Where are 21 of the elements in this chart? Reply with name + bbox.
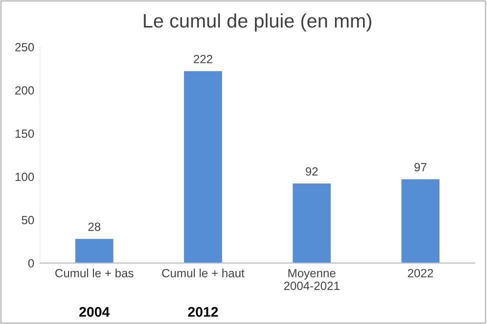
- y-tick-label: 50: [22, 216, 34, 224]
- x-tick-label: Cumul le + bas: [55, 268, 134, 278]
- bar: [184, 71, 222, 264]
- data-label: 222: [194, 54, 212, 64]
- chart-title: Le cumul de pluie (en mm): [144, 13, 372, 32]
- bar: [401, 179, 440, 264]
- y-tick-label: 250: [15, 43, 34, 52]
- text: 2012: [188, 306, 218, 317]
- x-tick-label: Moyenne 2004-2021: [284, 269, 340, 290]
- text: 2004: [79, 306, 110, 317]
- bar: [292, 184, 331, 264]
- data-label: 97: [414, 162, 426, 172]
- y-tick-label: 100: [16, 172, 34, 182]
- x-tick-label: 2022: [408, 268, 434, 278]
- bar: [75, 238, 114, 264]
- y-tick-label: 200: [15, 86, 34, 95]
- y-tick-label: 150: [16, 129, 34, 138]
- x-tick-label: Cumul le + haut: [162, 268, 244, 278]
- y-tick-label: 0: [28, 259, 34, 268]
- data-label: 92: [306, 167, 318, 176]
- data-label: 28: [88, 222, 100, 231]
